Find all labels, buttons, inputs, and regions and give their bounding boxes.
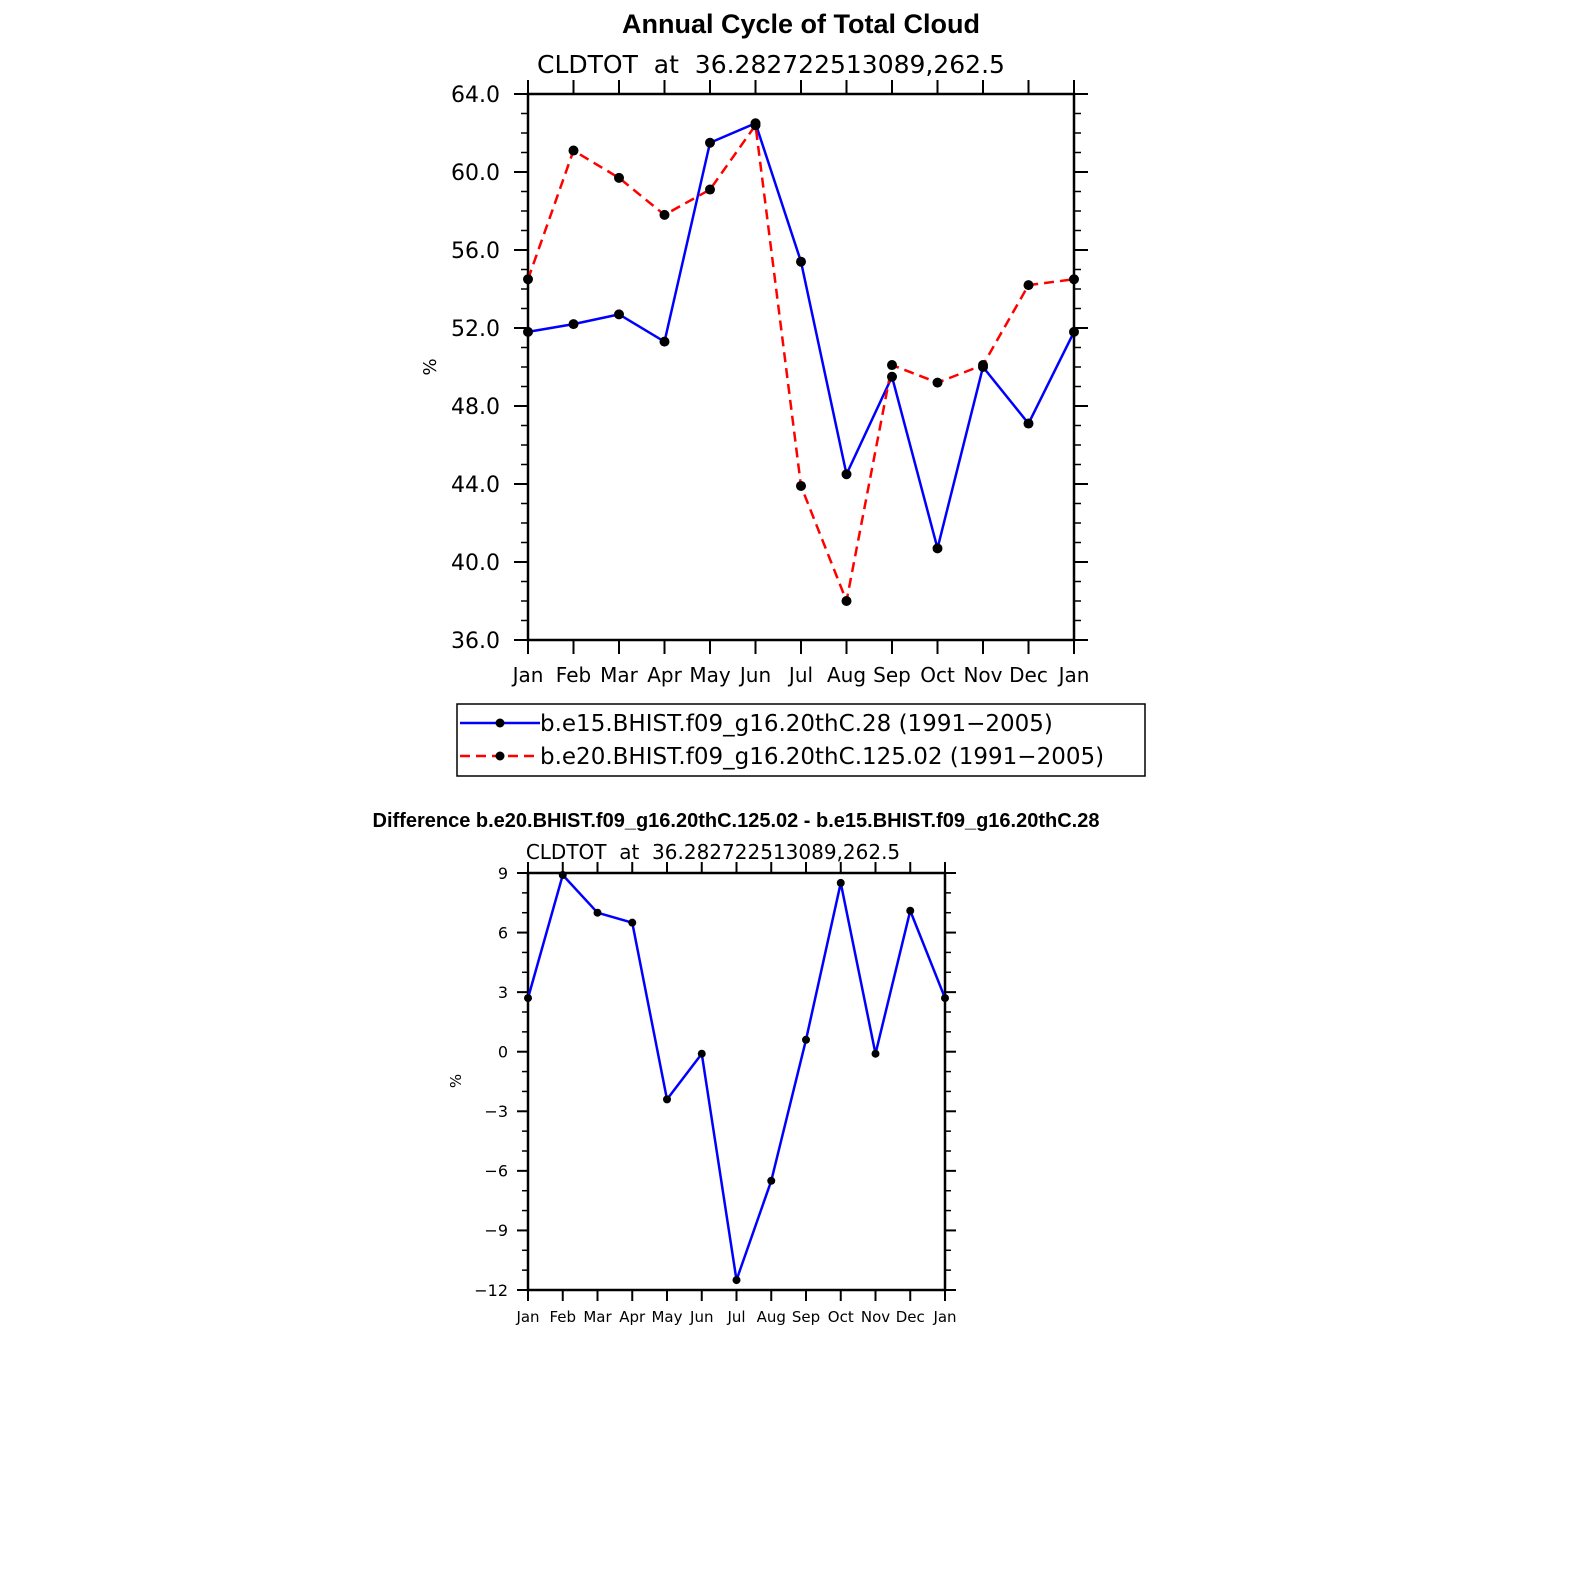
chart2-ytick-label: −9: [484, 1221, 508, 1240]
chart1-ytick-label: 44.0: [451, 473, 500, 498]
chart1-ytick-label: 52.0: [451, 317, 500, 342]
legend-marker-1: [495, 751, 505, 761]
chart1-point: [523, 274, 533, 285]
annual-cycle-chart: Annual Cycle of Total Cloud CLDTOT at 36…: [420, 9, 1089, 687]
chart1-point: [1023, 418, 1034, 429]
chart1-xtick-label: Mar: [600, 663, 639, 687]
chart2-xtick-label: Jun: [689, 1308, 713, 1326]
chart2-xtick-label: May: [651, 1308, 682, 1326]
chart2-ytick-label: −3: [484, 1102, 508, 1121]
chart1-point: [796, 480, 806, 491]
chart1-point: [568, 319, 579, 330]
chart1-point: [841, 596, 852, 606]
legend-marker-0: [495, 718, 505, 728]
chart2-point: [871, 1049, 880, 1058]
chart1-subtitle: CLDTOT at 36.282722513089,262.5: [537, 50, 1005, 79]
chart2-ytick-label: 6: [498, 923, 508, 942]
chart1-point: [750, 120, 761, 131]
chart1-xtick-label: Aug: [827, 663, 866, 687]
chart2-title: Difference b.e20.BHIST.f09_g16.20thC.125…: [373, 810, 1100, 832]
chart1-point: [1069, 274, 1079, 285]
chart1-xtick-label: Dec: [1009, 663, 1048, 687]
chart2-point: [906, 906, 915, 915]
chart2-point: [697, 1049, 706, 1058]
chart2-xtick-label: Jan: [932, 1308, 956, 1326]
chart1-xtick-label: Jan: [1057, 663, 1090, 687]
chart2-point: [558, 870, 567, 879]
chart1-point: [523, 326, 533, 337]
chart1-point: [932, 543, 943, 554]
chart1-ytick-label: 64.0: [451, 83, 500, 108]
chart1-point: [705, 137, 715, 148]
chart2-point: [802, 1035, 810, 1044]
chart1-point: [659, 336, 670, 347]
chart2-xtick-label: Nov: [861, 1308, 890, 1326]
chart2-xtick-label: Mar: [583, 1308, 612, 1326]
chart2-ytick-label: −12: [474, 1281, 508, 1300]
chart1-xtick-label: Jan: [511, 663, 544, 687]
chart2-ytick-label: −6: [484, 1162, 508, 1181]
chart1-xtick-label: Jun: [738, 663, 771, 687]
chart2-xtick-label: Apr: [619, 1308, 646, 1326]
chart1-xtick-label: Apr: [647, 663, 682, 687]
chart1-legend: b.e15.BHIST.f09_g16.20thC.28 (1991−2005)…: [456, 703, 1146, 777]
difference-chart: Difference b.e20.BHIST.f09_g16.20thC.125…: [373, 810, 1100, 1326]
chart1-point: [841, 469, 852, 480]
chart1-point: [614, 309, 624, 320]
chart1-title: Annual Cycle of Total Cloud: [622, 9, 980, 39]
chart1-point: [614, 172, 624, 183]
chart2-xtick-label: Oct: [828, 1308, 854, 1326]
chart1-ytick-label: 60.0: [451, 161, 500, 186]
chart1-point: [978, 360, 988, 371]
chart1-point: [568, 145, 579, 156]
chart1-xtick-label: Sep: [873, 663, 911, 687]
chart1-xtick-label: Jul: [787, 663, 813, 687]
chart2-point: [593, 908, 602, 917]
chart1-ytick-label: 56.0: [451, 239, 500, 264]
legend-label-1: b.e20.BHIST.f09_g16.20thC.125.02 (1991−2…: [540, 744, 1104, 770]
chart2-point: [524, 994, 532, 1003]
legend-label-0: b.e15.BHIST.f09_g16.20thC.28 (1991−2005): [540, 711, 1053, 737]
chart1-ylabel: %: [420, 358, 441, 375]
chart1-point: [659, 209, 670, 220]
chart2-ytick-label: 9: [498, 864, 508, 883]
chart2-subtitle: CLDTOT at 36.282722513089,262.5: [526, 840, 900, 864]
chart1-ytick-label: 48.0: [451, 395, 500, 420]
chart2-xtick-label: Dec: [896, 1308, 925, 1326]
chart2-point: [941, 994, 949, 1003]
chart2-ytick-label: 0: [498, 1042, 508, 1061]
chart2-point: [628, 918, 637, 927]
chart2-xtick-label: Jul: [726, 1308, 745, 1326]
chart2-xtick-label: Jan: [515, 1308, 539, 1326]
legend-frame: [456, 703, 1146, 777]
chart1-point: [932, 377, 943, 388]
chart2-ylabel: %: [447, 1074, 465, 1088]
chart1-point: [1069, 326, 1079, 337]
chart1-point: [705, 184, 715, 195]
chart1-xtick-label: Feb: [556, 663, 591, 687]
chart1-point: [887, 371, 897, 382]
chart1-xtick-label: Oct: [920, 663, 955, 687]
chart2-point: [663, 1095, 671, 1104]
chart1-xtick-label: Nov: [963, 663, 1002, 687]
chart1-point: [887, 360, 897, 371]
chart2-xtick-label: Sep: [792, 1308, 820, 1326]
chart1-point: [796, 256, 806, 267]
chart2-point: [767, 1176, 776, 1185]
chart1-point: [1023, 280, 1034, 291]
chart2-point: [732, 1276, 741, 1285]
chart2-ytick-label: 3: [498, 983, 508, 1002]
chart2-xtick-label: Feb: [549, 1308, 576, 1326]
chart1-ytick-label: 40.0: [451, 551, 500, 576]
chart1-xtick-label: May: [689, 663, 731, 687]
chart2-xtick-label: Aug: [757, 1308, 786, 1326]
chart2-point: [836, 878, 845, 887]
chart1-ytick-label: 36.0: [451, 629, 500, 654]
